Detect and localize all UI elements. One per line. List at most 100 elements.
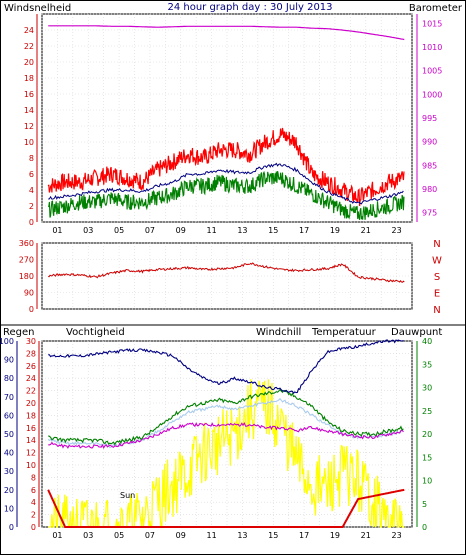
solar-tick-label: 20 (422, 430, 432, 439)
x-tick-label: 01 (52, 226, 62, 235)
x-tick-label: 05 (114, 531, 124, 540)
x-tick-label: 03 (83, 226, 93, 235)
humidity-tick-label: 90 (4, 356, 14, 365)
y-tick-label: 6 (29, 170, 34, 179)
temperature-tick-label: 16 (26, 424, 36, 433)
solar-tick-label: 5 (422, 500, 427, 509)
x-tick-label: 11 (206, 226, 216, 235)
x-tick-label: 07 (145, 226, 155, 235)
y-tick-label: 16 (24, 90, 34, 99)
solar-tick-label: 25 (422, 407, 432, 416)
rain-line (47, 488, 405, 528)
left-axis-title: Windsnelheid (4, 3, 71, 14)
x-tick-label: 17 (299, 531, 309, 540)
solar-tick-label: 30 (422, 384, 432, 393)
y2-tick-label: 1010 (422, 43, 442, 52)
solar-tick-label: 40 (422, 337, 432, 346)
solar-tick-label: 15 (422, 453, 432, 462)
y2-tick-label: 1000 (422, 90, 442, 99)
y2-tick-label: 995 (422, 114, 437, 123)
temperature-line (48, 388, 404, 446)
y-tick-label: 14 (24, 106, 34, 115)
x-tick-label: 21 (361, 531, 371, 540)
x-tick-label: 15 (268, 531, 278, 540)
x-tick-label: 17 (299, 226, 309, 235)
right-axis-title: Barometer (409, 3, 463, 14)
x-tick-label: 07 (145, 531, 155, 540)
y-tick-label: 22 (24, 42, 34, 51)
humidity-tick-label: 70 (4, 393, 14, 402)
climate-panel-grid (41, 340, 413, 528)
wind-panel-series (47, 25, 405, 220)
humidity-tick-label: 0 (9, 523, 14, 532)
y-tick-label: 180 (19, 272, 34, 281)
temperature-tick-label: 8 (31, 473, 36, 482)
x-tick-label: 21 (361, 226, 371, 235)
humidity-tick-label: 40 (4, 449, 14, 458)
wind-panel-frame (41, 13, 413, 223)
wind-panel-ticks: 01 03 05 07 09 11 13 15 17 19 21 230246810121416182… (24, 14, 442, 235)
solar-tick-label: 10 (422, 477, 432, 486)
temperature-tick-label: 4 (31, 498, 36, 507)
x-tick-label: 19 (330, 531, 340, 540)
page-title: 24 hour graph day : 30 July 2013 (167, 2, 332, 13)
climate-panel-ticks: 01 03 05 07 09 11 13 15 17 19 21 230102030405060708… (0, 337, 432, 540)
legend-windchill: Windchill (256, 327, 301, 338)
y2-tick-label: 990 (422, 138, 437, 147)
wind-low-line (48, 170, 405, 220)
direction-letter: W (432, 256, 442, 267)
wind-gust-line (47, 127, 405, 207)
temperature-tick-label: 18 (26, 411, 36, 420)
direction-letter: E (434, 289, 440, 300)
temperature-tick-label: 10 (26, 461, 36, 470)
direction-letter: N (433, 305, 440, 316)
y-tick-label: 10 (24, 138, 34, 147)
legend-humidity: Vochtigheid (66, 327, 125, 338)
y-tick-label: 24 (24, 26, 34, 35)
y-tick-label: 360 (19, 239, 34, 248)
direction-panel-ticks: 0 90 180 270 360 (19, 239, 38, 314)
temperature-tick-label: 24 (26, 374, 36, 383)
temperature-tick-label: 12 (26, 449, 36, 458)
wind-direction-line (48, 262, 405, 283)
dewpoint-line (48, 422, 404, 449)
y2-tick-label: 980 (422, 185, 437, 194)
y-tick-label: 90 (24, 289, 34, 298)
humidity-tick-label: 30 (4, 467, 14, 476)
solar-tick-label: 35 (422, 360, 432, 369)
y-tick-label: 4 (29, 186, 34, 195)
y-tick-label: 8 (29, 154, 34, 163)
solar-line (48, 379, 405, 529)
x-tick-label: 05 (114, 226, 124, 235)
humidity-line (48, 339, 404, 395)
y-tick-label: 18 (24, 74, 34, 83)
x-tick-label: 09 (176, 531, 186, 540)
climate-panel-series (47, 339, 405, 529)
temperature-tick-label: 22 (26, 387, 36, 396)
x-tick-label: 11 (206, 531, 216, 540)
humidity-tick-label: 20 (4, 486, 14, 495)
direction-letter: S (434, 272, 440, 283)
humidity-tick-label: 50 (4, 430, 14, 439)
temperature-tick-label: 30 (26, 337, 36, 346)
y-tick-label: 20 (24, 58, 34, 67)
legend-temperature: Temperatuur (311, 327, 377, 338)
temperature-tick-label: 14 (26, 436, 36, 445)
solar-tick-label: 0 (422, 523, 427, 532)
direction-letter: N (433, 239, 440, 250)
x-tick-label: 09 (176, 226, 186, 235)
temperature-tick-label: 20 (26, 399, 36, 408)
temperature-tick-label: 26 (26, 362, 36, 371)
humidity-tick-label: 10 (4, 504, 14, 513)
legend-rain: Regen (3, 327, 35, 338)
temperature-tick-label: 28 (26, 349, 36, 358)
y-tick-label: 0 (29, 305, 34, 314)
x-tick-label: 13 (237, 226, 247, 235)
x-tick-label: 19 (330, 226, 340, 235)
y2-tick-label: 975 (422, 209, 437, 218)
sun-label: Sun (120, 491, 135, 500)
x-tick-label: 15 (268, 226, 278, 235)
wind-average-line (48, 162, 404, 205)
